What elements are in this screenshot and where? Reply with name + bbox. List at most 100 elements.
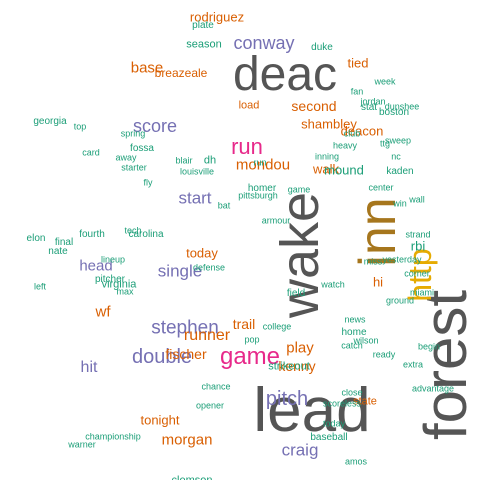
cloud-word-52: final bbox=[54, 237, 74, 248]
cloud-word-66: pittsburgh bbox=[238, 190, 278, 201]
cloud-word-39: fossa bbox=[130, 143, 154, 154]
cloud-word-92: championship bbox=[85, 431, 141, 442]
cloud-word-40: mound bbox=[324, 162, 364, 178]
cloud-word-81: wall bbox=[409, 194, 425, 205]
cloud-word-102: corner bbox=[404, 268, 430, 279]
cloud-word-49: carolina bbox=[128, 229, 164, 240]
cloud-word-36: tied bbox=[347, 55, 369, 71]
cloud-word-6: run bbox=[231, 134, 263, 159]
cloud-word-107: tech bbox=[124, 225, 142, 236]
cloud-word-76: ground bbox=[385, 295, 415, 306]
cloud-word-41: rbi bbox=[410, 238, 426, 254]
cloud-word-60: pitcher bbox=[94, 274, 126, 285]
cloud-word-50: georgia bbox=[33, 116, 67, 127]
cloud-word-70: elon bbox=[26, 233, 46, 244]
cloud-word-106: spring bbox=[120, 128, 146, 139]
cloud-word-51: baseball bbox=[310, 432, 348, 443]
cloud-word-94: fan bbox=[350, 86, 364, 97]
cloud-word-98: warner bbox=[68, 439, 96, 450]
cloud-word-116: amos bbox=[344, 456, 368, 467]
cloud-word-31: second bbox=[291, 98, 337, 114]
cloud-word-30: trail bbox=[232, 316, 256, 332]
cloud-word-93: opener bbox=[195, 400, 225, 411]
cloud-word-38: state bbox=[353, 395, 377, 408]
cloud-word-24: play bbox=[286, 339, 314, 357]
cloud-word-0: deac bbox=[232, 48, 338, 101]
cloud-word-28: breazeale bbox=[154, 66, 208, 80]
cloud-word-13: single bbox=[157, 261, 203, 281]
cloud-word-9: score bbox=[132, 116, 178, 136]
cloud-word-101: advantage bbox=[411, 383, 455, 394]
cloud-word-90: chance bbox=[201, 381, 231, 392]
cloud-word-22: kenny bbox=[278, 358, 316, 374]
cloud-word-20: runner bbox=[183, 327, 231, 344]
cloud-word-2: lead bbox=[253, 376, 371, 445]
cloud-word-75: card bbox=[82, 147, 100, 158]
cloud-word-32: shambley bbox=[301, 116, 357, 132]
cloud-word-62: kaden bbox=[386, 166, 414, 177]
cloud-word-47: plate bbox=[192, 20, 214, 31]
cloud-word-87: left bbox=[33, 281, 47, 292]
cloud-word-15: head bbox=[79, 257, 113, 275]
cloud-word-104: fly bbox=[143, 177, 153, 188]
cloud-word-19: base bbox=[130, 59, 164, 77]
cloud-word-44: strikeout bbox=[268, 360, 310, 373]
cloud-word-10: pitch bbox=[265, 388, 309, 410]
cloud-word-26: deacon bbox=[340, 123, 384, 139]
cloud-word-112: yesterday bbox=[382, 254, 422, 265]
cloud-word-84: close bbox=[341, 387, 363, 398]
cloud-word-74: catch bbox=[341, 340, 363, 351]
cloud-word-29: today bbox=[186, 245, 218, 261]
cloud-word-53: fourth bbox=[79, 229, 105, 240]
cloud-word-100: strand bbox=[405, 229, 431, 240]
cloud-word-54: inning bbox=[314, 151, 340, 162]
cloud-word-67: heavy bbox=[332, 140, 358, 151]
cloud-word-43: virginia bbox=[101, 278, 137, 291]
cloud-word-16: craig bbox=[281, 440, 319, 460]
cloud-word-83: extra bbox=[402, 359, 424, 370]
cloud-word-25: rodriguez bbox=[189, 9, 245, 25]
cloud-word-108: lineup bbox=[100, 254, 126, 265]
cloud-word-58: jordan bbox=[360, 96, 386, 107]
cloud-word-68: scoreless bbox=[322, 398, 362, 409]
cloud-word-8: conway bbox=[233, 33, 295, 53]
cloud-word-79: miami bbox=[410, 287, 434, 298]
cloud-word-33: walk bbox=[312, 161, 340, 177]
cloud-word-45: season bbox=[186, 38, 222, 51]
cloud-word-89: defense bbox=[192, 262, 226, 273]
cloud-word-3: forest bbox=[412, 289, 479, 441]
cloud-word-88: win bbox=[393, 198, 407, 209]
cloud-word-59: nate bbox=[48, 246, 68, 257]
cloud-word-1: wake bbox=[270, 191, 330, 319]
cloud-word-80: college bbox=[262, 321, 292, 332]
cloud-word-99: wilson bbox=[353, 335, 379, 346]
cloud-word-27: tonight bbox=[140, 412, 180, 428]
cloud-word-73: home bbox=[341, 327, 367, 338]
cloud-word-63: homer bbox=[247, 183, 277, 194]
cloud-word-110: begin bbox=[417, 341, 441, 352]
cloud-word-105: armour bbox=[261, 215, 291, 226]
cloud-word-37: hi bbox=[372, 274, 384, 290]
cloud-word-91: game bbox=[287, 184, 311, 195]
cloud-word-35: load bbox=[238, 99, 260, 112]
cloud-word-12: double bbox=[131, 346, 193, 368]
cloud-word-82: ready bbox=[372, 349, 396, 360]
cloud-word-71: away bbox=[115, 152, 137, 163]
cloud-word-117: max bbox=[116, 286, 134, 297]
cloud-word-11: stephen bbox=[151, 317, 219, 339]
cloud-word-34: wf bbox=[95, 303, 111, 321]
cloud-word-97: bat bbox=[217, 200, 231, 211]
cloud-word-42: clemson bbox=[172, 475, 213, 480]
cloud-word-56: ttg bbox=[379, 138, 391, 149]
cloud-word-85: news bbox=[344, 314, 366, 325]
cloud-word-17: start bbox=[178, 188, 212, 208]
cloud-word-7: game bbox=[219, 343, 281, 370]
cloud-word-95: pop bbox=[244, 334, 260, 345]
cloud-word-21: morgan bbox=[161, 431, 213, 449]
cloud-word-96: today bbox=[322, 418, 346, 429]
cloud-word-14: hit bbox=[80, 359, 98, 376]
cloud-word-114: starter bbox=[121, 162, 147, 173]
cloud-word-55: dh bbox=[203, 154, 217, 167]
cloud-word-103: blair bbox=[175, 155, 193, 166]
